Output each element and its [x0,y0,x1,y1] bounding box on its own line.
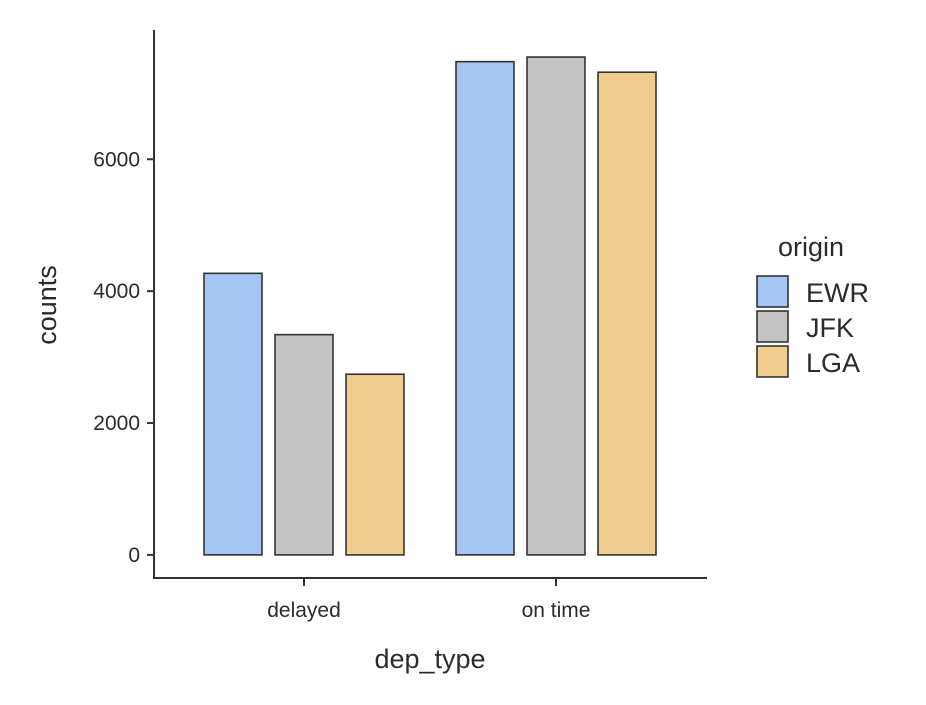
bars-layer [203,56,657,556]
x-ticks: delayed on time [267,578,590,622]
y-axis-title: counts [32,265,62,345]
y-tick-label: 2000 [93,412,140,435]
bar-jfk-on-time [526,56,586,556]
legend-swatch-jfk [756,310,789,343]
bar-lga-delayed [345,373,405,556]
y-tick-label: 4000 [93,280,140,303]
bar-ewr-delayed [203,272,263,556]
legend-label-lga: LGA [806,348,860,378]
legend-items: EWR JFK LGA [756,275,869,378]
legend-label-ewr: EWR [806,278,869,308]
bar-jfk-delayed [274,333,334,556]
legend-swatch-ewr [756,275,789,308]
axes-layer [153,30,707,579]
y-ticks: 0 2000 4000 6000 [93,148,154,567]
x-tick-label: on time [522,599,591,622]
x-axis-title: dep_type [374,644,485,674]
legend-title: origin [778,232,844,262]
legend-label-jfk: JFK [806,313,854,343]
y-tick-label: 0 [128,544,140,567]
bar-lga-on-time [597,71,657,556]
x-tick-label: delayed [267,599,341,622]
y-tick-label: 6000 [93,148,140,171]
legend: origin EWR JFK LGA [756,232,869,378]
legend-swatch-lga [756,345,789,378]
bar-ewr-on-time [455,60,515,556]
